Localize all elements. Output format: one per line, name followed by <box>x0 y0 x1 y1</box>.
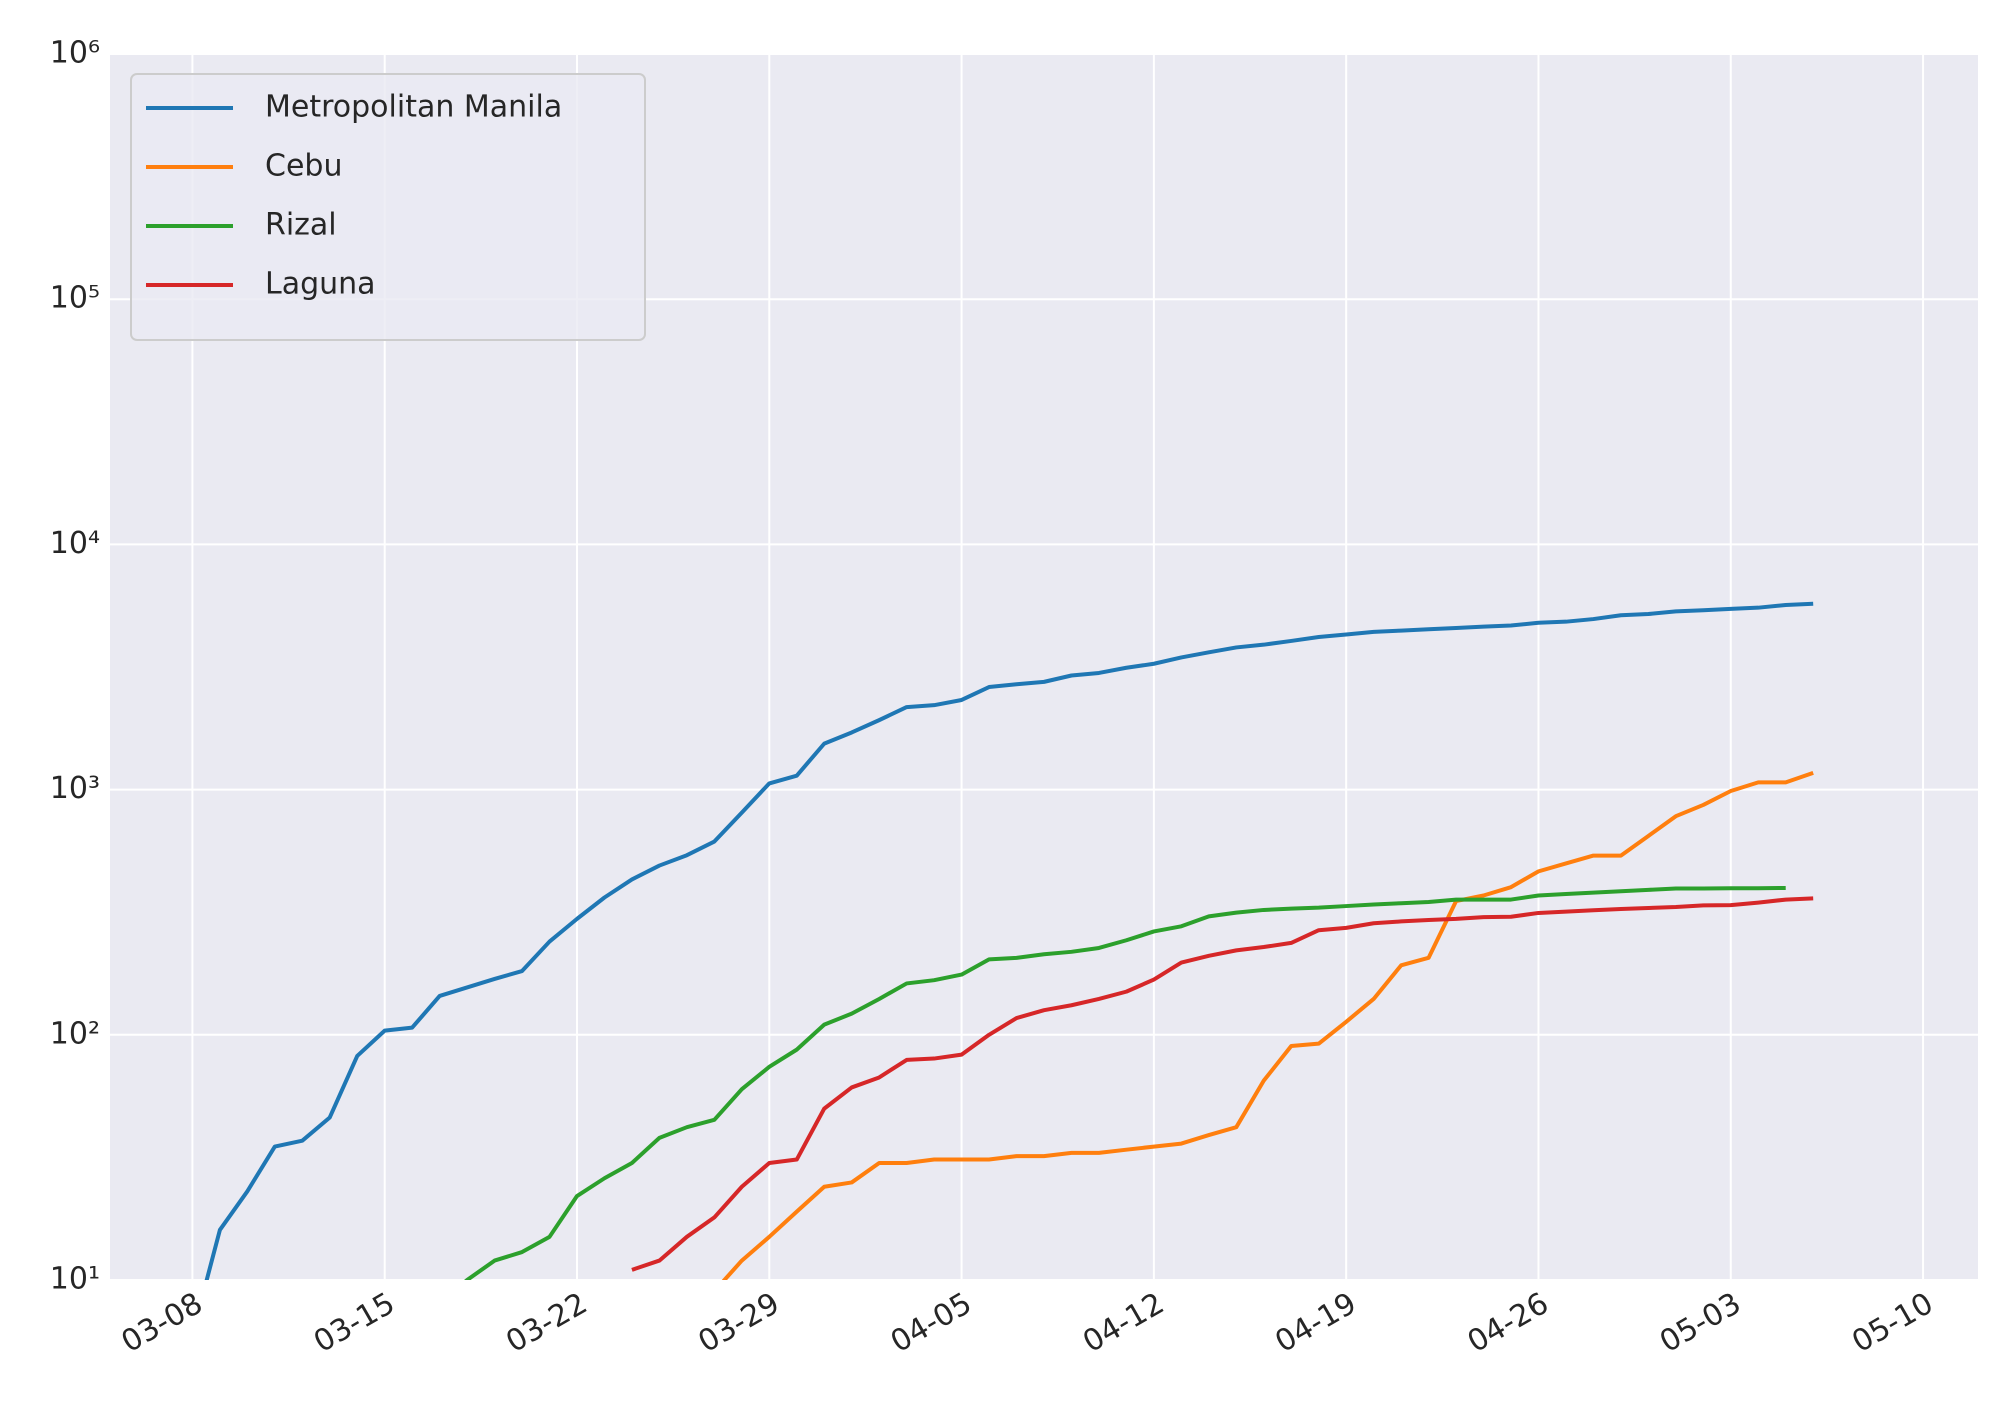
y-tick-label: 10² <box>50 1016 100 1051</box>
y-tick-label: 10⁶ <box>50 36 100 71</box>
x-tick-label: 04-05 <box>885 1286 978 1360</box>
legend-label: Cebu <box>265 149 342 184</box>
lines <box>204 601 1814 1280</box>
x-tick-label: 03-15 <box>308 1286 401 1360</box>
legend-label: Rizal <box>265 208 337 243</box>
x-tick-label: 03-29 <box>693 1286 786 1360</box>
legend-label: Laguna <box>265 267 376 302</box>
y-tick-label: 10¹ <box>50 1262 100 1297</box>
series-line <box>631 896 1814 1272</box>
x-tick-label: 03-22 <box>500 1286 593 1360</box>
y-tick-label: 10³ <box>50 771 100 806</box>
y-tick-label: 10⁴ <box>50 526 100 561</box>
x-tick-label: 05-10 <box>1846 1286 1939 1360</box>
x-tick-label: 04-26 <box>1462 1286 1555 1360</box>
y-tick-label: 10⁵ <box>50 281 100 316</box>
series-line <box>464 885 1786 1280</box>
x-tick-label: 03-08 <box>116 1286 209 1360</box>
x-tick-label: 04-12 <box>1077 1286 1170 1360</box>
series-line <box>721 770 1814 1280</box>
legend-label: Metropolitan Manila <box>265 90 562 125</box>
x-tick-label: 04-19 <box>1269 1286 1362 1360</box>
legend-box <box>130 73 646 341</box>
x-tick-label: 05-03 <box>1654 1286 1747 1360</box>
legend: Metropolitan Manila Cebu Rizal Laguna <box>130 73 646 341</box>
series-line <box>204 601 1814 1280</box>
